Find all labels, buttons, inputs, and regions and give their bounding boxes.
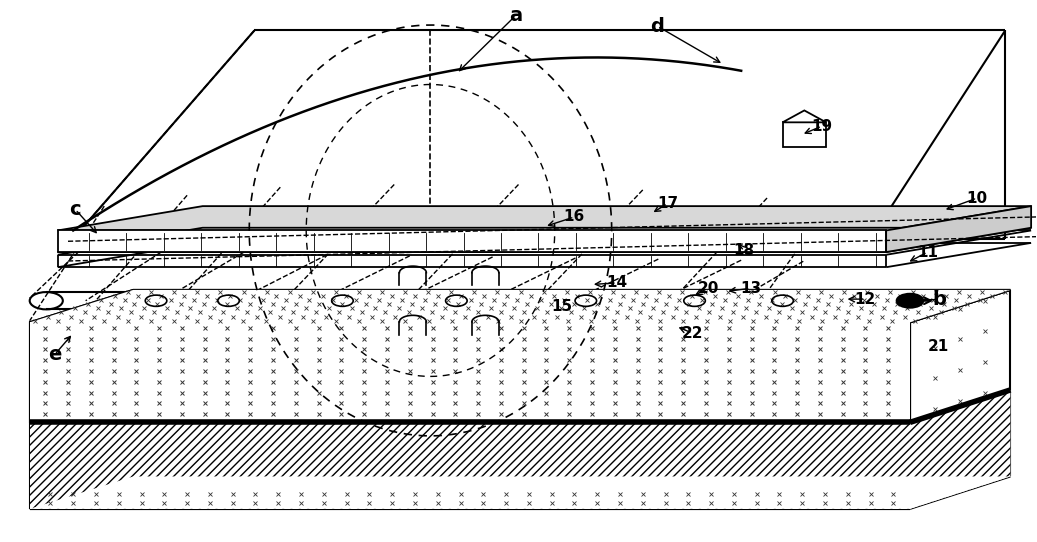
Polygon shape: [58, 228, 1031, 252]
Polygon shape: [30, 290, 1010, 322]
Text: e: e: [48, 345, 61, 364]
Text: 20: 20: [697, 281, 719, 296]
Text: 10: 10: [966, 191, 988, 205]
Polygon shape: [30, 290, 1010, 322]
Text: b: b: [932, 290, 946, 309]
Polygon shape: [30, 322, 909, 422]
Text: 16: 16: [564, 209, 585, 224]
Text: 22: 22: [681, 326, 703, 341]
Polygon shape: [58, 206, 1031, 230]
Polygon shape: [30, 476, 1010, 509]
Text: 17: 17: [657, 196, 678, 211]
Polygon shape: [909, 390, 1010, 509]
Polygon shape: [30, 422, 909, 509]
Circle shape: [897, 294, 923, 308]
Text: 18: 18: [734, 243, 755, 259]
Polygon shape: [887, 206, 1031, 252]
Text: 14: 14: [607, 275, 627, 291]
Text: 11: 11: [917, 244, 938, 260]
Text: a: a: [509, 7, 522, 25]
Text: d: d: [650, 17, 665, 36]
Polygon shape: [30, 322, 909, 422]
Text: 12: 12: [854, 292, 876, 307]
Text: 15: 15: [552, 299, 572, 314]
Text: 13: 13: [740, 281, 761, 296]
Polygon shape: [783, 111, 826, 122]
Text: 21: 21: [927, 339, 949, 354]
Text: 19: 19: [811, 119, 833, 134]
Bar: [783, 122, 826, 147]
Text: c: c: [69, 200, 81, 219]
Polygon shape: [58, 230, 887, 252]
